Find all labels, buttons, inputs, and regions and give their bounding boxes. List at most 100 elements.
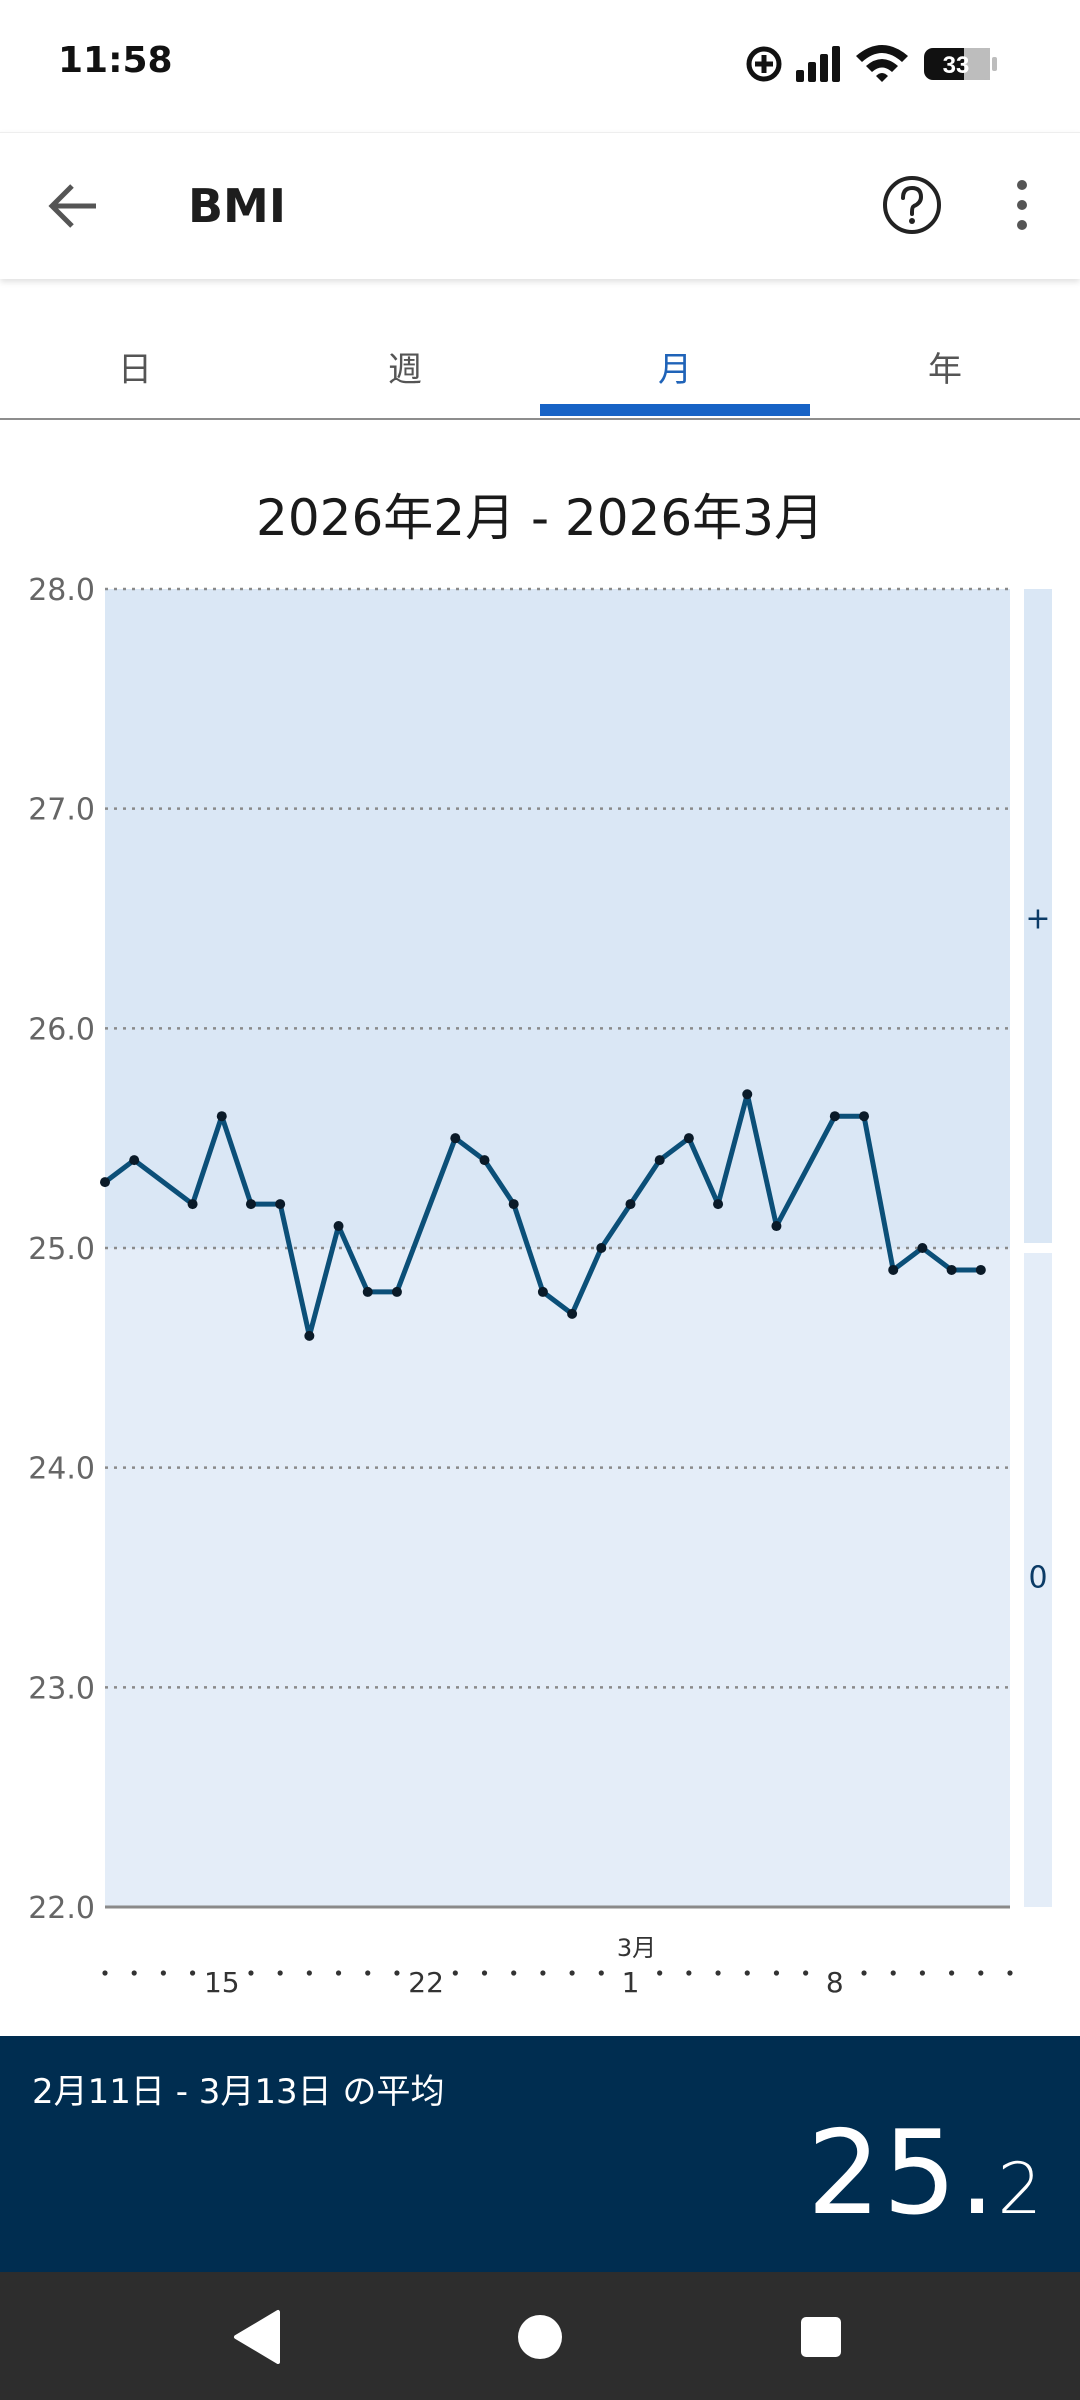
zone-band-1: [105, 1248, 1010, 1907]
signal-icon: [796, 46, 840, 82]
nav-recents-icon[interactable]: [786, 2302, 856, 2372]
x-tick-dot: [598, 1970, 604, 1976]
x-tick-dot: [335, 1970, 342, 1976]
period-tabs: 日 週 月 年: [0, 322, 1080, 420]
status-bar: 11:58 33: [0, 0, 1080, 130]
wifi-icon: [856, 45, 908, 82]
average-value: 25.2: [807, 2106, 1042, 2241]
status-time: 11:58: [58, 40, 173, 81]
x-tick-dot: [189, 1970, 196, 1976]
back-arrow-icon[interactable]: [40, 171, 110, 241]
average-value-integer: 25.: [806, 2106, 998, 2241]
data-point: [625, 1199, 636, 1210]
tab-indicator: [540, 404, 810, 416]
date-range-title: 2026年2月 - 2026年3月: [256, 489, 824, 547]
data-point: [333, 1221, 344, 1232]
x-tick-dot: [773, 1970, 780, 1976]
data-point: [450, 1133, 461, 1144]
x-tick-label: 22: [408, 1966, 444, 1999]
y-tick-label: 24.0: [28, 1452, 95, 1487]
data-point: [859, 1111, 870, 1122]
data-point: [713, 1199, 724, 1210]
x-month-label: 3月: [617, 1934, 656, 1962]
bmi-line-chart[interactable]: +0 28.0 27.0 26.0 25.0 24.0 23.0 22.0 15 22 1 3月 8: [0, 560, 1080, 2000]
data-point: [888, 1264, 899, 1275]
x-tick-dot: [686, 1970, 692, 1976]
x-tick-dot: [949, 1970, 955, 1976]
app-bar: BMI: [0, 132, 1080, 279]
tab-day[interactable]: 日: [118, 350, 152, 390]
x-tick-dot: [481, 1970, 488, 1976]
y-tick-label: 23.0: [28, 1671, 95, 1706]
data-point: [304, 1330, 315, 1341]
x-tick-label: 1: [622, 1966, 640, 1999]
data-point: [479, 1155, 490, 1166]
y-tick-label: 27.0: [28, 793, 95, 828]
zone-side-bar-0: [1024, 589, 1052, 1243]
data-point: [742, 1089, 753, 1100]
tab-week[interactable]: 週: [388, 350, 422, 390]
data-point: [100, 1177, 110, 1188]
data-point: [917, 1243, 928, 1253]
zone-side-bar-1: [1024, 1253, 1052, 1907]
x-tick-dot: [131, 1970, 137, 1976]
x-tick-dot: [160, 1970, 166, 1976]
more-options-icon[interactable]: [1010, 173, 1034, 237]
x-tick-dot: [803, 1970, 809, 1976]
x-tick-dot: [277, 1970, 283, 1976]
x-tick-dot: [978, 1970, 984, 1976]
x-tick-dot: [365, 1970, 371, 1976]
battery-icon: 33: [924, 48, 997, 80]
average-summary: 2月11日 - 3月13日 の平均 25.2: [0, 2036, 1080, 2272]
series-line-0: [103, 1091, 981, 1339]
data-point: [275, 1199, 286, 1210]
y-tick-label: 26.0: [28, 1012, 95, 1047]
zone-label-0: +: [1025, 902, 1050, 937]
average-period-label: 2月11日 - 3月13日 の平均: [32, 2072, 445, 2112]
x-tick-dot: [1007, 1970, 1013, 1976]
tab-month[interactable]: 月: [658, 350, 692, 390]
x-tick-dot: [452, 1970, 458, 1976]
x-tick-dot: [102, 1970, 108, 1976]
data-point: [129, 1155, 140, 1166]
navigation-bar: [0, 2272, 1080, 2400]
x-tick-dot: [569, 1970, 575, 1976]
x-tick-dot: [919, 1970, 926, 1976]
data-point: [829, 1111, 840, 1122]
data-point: [537, 1286, 548, 1297]
x-tick-label: 8: [826, 1966, 844, 1999]
data-saver-icon: [746, 46, 782, 82]
data-point: [245, 1199, 256, 1210]
data-point: [216, 1111, 227, 1122]
data-point: [654, 1155, 665, 1166]
status-icons: 33: [746, 45, 997, 82]
data-point: [596, 1243, 607, 1253]
y-tick-label: 28.0: [28, 573, 95, 608]
data-point: [567, 1308, 578, 1319]
x-tick-dot: [306, 1970, 312, 1976]
data-point: [362, 1286, 373, 1297]
x-tick-dot: [657, 1970, 663, 1976]
x-tick-dot: [248, 1970, 254, 1976]
x-tick-dot: [890, 1970, 896, 1976]
nav-back-icon[interactable]: [222, 2302, 292, 2372]
x-tick-dot: [511, 1970, 517, 1976]
data-point: [391, 1286, 402, 1297]
tab-year[interactable]: 年: [928, 350, 962, 390]
data-point: [187, 1199, 198, 1210]
y-tick-label: 22.0: [28, 1891, 95, 1926]
data-point: [771, 1221, 782, 1232]
zone-band-0: [105, 589, 1010, 1248]
nav-home-icon[interactable]: [505, 2302, 575, 2372]
data-point: [946, 1264, 957, 1275]
x-tick-dot: [394, 1970, 400, 1976]
help-icon[interactable]: [880, 173, 944, 237]
zone-label-1: 0: [1028, 1561, 1047, 1596]
data-point: [508, 1199, 519, 1210]
x-tick-dot: [715, 1970, 721, 1976]
page-title: BMI: [188, 179, 286, 233]
battery-level: 33: [943, 52, 970, 79]
x-tick-label: 15: [204, 1966, 240, 1999]
x-tick-dot: [744, 1970, 750, 1976]
average-value-decimal: 2: [997, 2148, 1042, 2230]
